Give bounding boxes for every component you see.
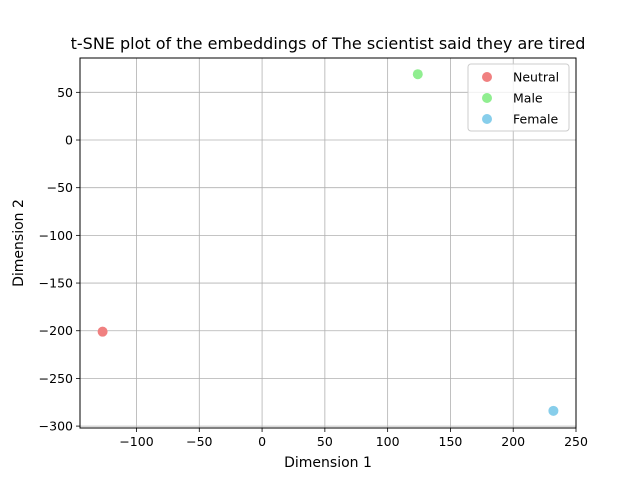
- y-tick-label: −150: [39, 276, 73, 291]
- y-tick-label: −300: [39, 419, 73, 434]
- legend-marker-neutral: [482, 72, 492, 82]
- y-tick-label: −100: [39, 228, 73, 243]
- legend: Neutral Male Female: [467, 63, 570, 132]
- y-tick-label: 0: [65, 133, 73, 148]
- legend-label-male: Male: [513, 91, 543, 106]
- axis-ticks: −100 −50 0 50 100 150 200 250 50 0 −50 −100 −150 −200…: [39, 85, 588, 449]
- data-point-female: [548, 405, 559, 416]
- x-tick-label: 250: [564, 434, 588, 449]
- x-axis-title: Dimension 1: [284, 455, 372, 471]
- y-tick-label: 50: [57, 85, 73, 100]
- x-tick-label: 100: [376, 434, 400, 449]
- y-tick-label: −50: [47, 180, 73, 195]
- data-point-male: [412, 69, 423, 80]
- legend-label-female: Female: [513, 112, 559, 127]
- legend-box: [467, 63, 570, 132]
- x-tick-label: 50: [317, 434, 333, 449]
- legend-label-neutral: Neutral: [513, 70, 559, 85]
- x-tick-label: −50: [186, 434, 212, 449]
- y-tick-label: −200: [39, 323, 73, 338]
- x-tick-label: −100: [119, 434, 153, 449]
- legend-marker-female: [482, 114, 492, 124]
- legend-marker-male: [482, 93, 492, 103]
- plot-frame: [79, 57, 577, 429]
- x-tick-label: 200: [501, 434, 525, 449]
- x-tick-label: 0: [258, 434, 266, 449]
- y-axis-title: Dimension 2: [11, 199, 27, 287]
- data-point-neutral: [97, 326, 108, 337]
- x-tick-label: 150: [439, 434, 463, 449]
- data-points: [97, 69, 559, 416]
- chart-title: t-SNE plot of the embeddings of The scie…: [71, 34, 586, 53]
- y-tick-label: −250: [39, 371, 73, 386]
